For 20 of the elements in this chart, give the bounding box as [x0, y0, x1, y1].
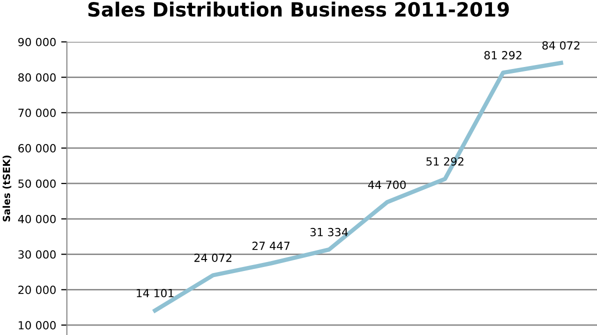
chart-title: Sales Distribution Business 2011-2019 [88, 2, 509, 17]
y-tick-label: 90 000 [18, 38, 56, 46]
text: 84 072 [542, 41, 580, 50]
y-tick-label: 70 000 [18, 108, 56, 118]
y-axis-title: Sales (tSEK) [2, 156, 12, 222]
text: 81 292 [484, 51, 522, 60]
y-tick-label: 80 000 [18, 73, 56, 82]
y-tick-label: 30 000 [18, 250, 56, 259]
line-series [152, 60, 564, 313]
y-tick-label: 50 000 [18, 179, 56, 188]
y-tick-label: 60 000 [18, 144, 56, 152]
text: 27 447 [252, 242, 290, 250]
y-tick-label: 20 000 [18, 286, 56, 294]
text: 24 072 [194, 254, 232, 262]
text: 51 292 [426, 157, 464, 166]
text: 14 101 [136, 288, 174, 298]
text: 44 700 [368, 180, 406, 189]
y-tick-label: 40 000 [18, 214, 56, 224]
y-tick-label: 10 000 [18, 321, 56, 330]
text: 31 334 [310, 228, 348, 236]
